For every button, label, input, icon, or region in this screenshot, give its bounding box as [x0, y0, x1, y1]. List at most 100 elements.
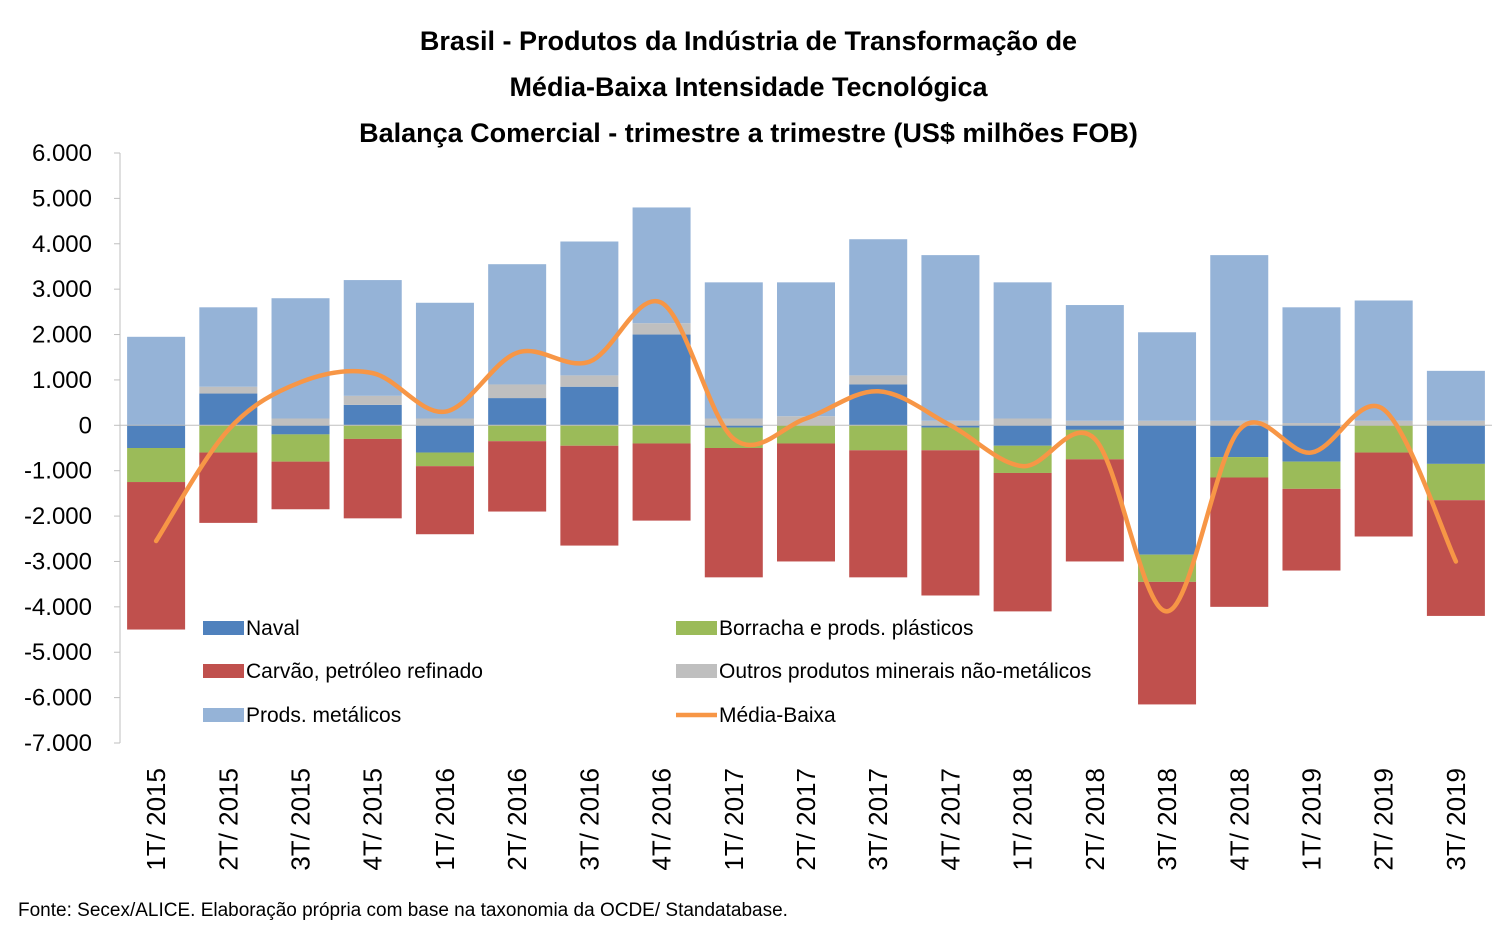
bar-2-10 — [849, 450, 908, 578]
y-tick-label-12: -6.000 — [24, 685, 92, 712]
bar-3-5 — [488, 384, 547, 399]
bar-0-3 — [343, 404, 402, 426]
bar-3-13 — [1065, 420, 1124, 426]
y-tick-label-3: 3.000 — [32, 276, 92, 303]
y-tick-label-4: 2.000 — [32, 322, 92, 349]
bar-4-1 — [199, 307, 258, 387]
y-tick-label-6: 0 — [79, 412, 92, 439]
legend-label-5: Média-Baixa — [719, 704, 836, 727]
bar-2-2 — [271, 461, 330, 510]
bar-2-15 — [1210, 477, 1269, 607]
bar-0-7 — [632, 334, 691, 426]
legend-label-4: Prods. metálicos — [246, 704, 401, 727]
bar-0-0 — [127, 425, 186, 448]
bar-4-8 — [704, 282, 763, 419]
bar-1-4 — [415, 452, 474, 467]
bar-4-17 — [1354, 300, 1413, 421]
x-tick-label-6: 3T/ 2016 — [574, 768, 604, 871]
x-tick-label-10: 3T/ 2017 — [863, 768, 893, 871]
bar-3-12 — [993, 418, 1052, 426]
legend-swatch-0 — [203, 621, 244, 635]
bar-4-0 — [127, 336, 186, 426]
bar-2-13 — [1065, 459, 1124, 562]
bar-3-4 — [415, 418, 474, 426]
bar-2-7 — [632, 443, 691, 521]
bar-2-9 — [777, 443, 835, 562]
bar-1-10 — [849, 425, 908, 451]
x-tick-label-12: 1T/ 2018 — [1008, 768, 1038, 871]
y-tick-label-8: -2.000 — [24, 503, 92, 530]
bar-4-18 — [1426, 370, 1485, 421]
legend-label-2: Carvão, petróleo refinado — [246, 660, 483, 683]
x-tick-label-5: 2T/ 2016 — [502, 768, 532, 871]
legend-swatch-1 — [676, 621, 717, 635]
bar-3-7 — [632, 323, 691, 335]
bar-3-17 — [1354, 420, 1413, 426]
bar-4-10 — [849, 239, 908, 376]
line-layer — [153, 298, 1459, 614]
legend: Naval Borracha e prods. plásticos Carvão, … — [203, 617, 1091, 727]
chart-title-line-1: Brasil - Produtos da Indústria de Transf… — [419, 26, 1078, 56]
bar-1-7 — [632, 425, 691, 444]
x-tick-label-15: 4T/ 2018 — [1224, 768, 1254, 871]
x-tick-label-7: 4T/ 2016 — [647, 768, 677, 871]
y-tick-label-0: 6.000 — [32, 140, 92, 167]
x-tick-label-8: 1T/ 2017 — [719, 768, 749, 871]
bar-1-6 — [560, 425, 619, 446]
bar-3-3 — [343, 395, 402, 405]
bar-0-18 — [1426, 425, 1485, 464]
chart-title: Brasil - Produtos da Indústria de Transf… — [0, 18, 1497, 156]
x-tick-label-9: 2T/ 2017 — [791, 768, 821, 871]
chart-title-line-3: Balança Comercial - trimestre a trimestr… — [359, 118, 1138, 148]
y-tick-label-11: -5.000 — [24, 639, 92, 666]
x-tick-label-14: 3T/ 2018 — [1152, 768, 1182, 871]
bar-1-5 — [488, 425, 547, 442]
y-tick-label-9: -3.000 — [24, 548, 92, 575]
bar-3-10 — [849, 375, 908, 385]
bar-2-4 — [415, 466, 474, 535]
bar-0-2 — [271, 425, 330, 435]
x-tick-label-1: 2T/ 2015 — [213, 768, 243, 871]
bar-2-17 — [1354, 452, 1413, 537]
bar-0-13 — [1065, 425, 1124, 430]
bar-0-8 — [704, 425, 763, 428]
bar-1-0 — [127, 448, 186, 483]
bar-3-15 — [1210, 420, 1269, 426]
bar-3-1 — [199, 386, 258, 394]
bar-1-18 — [1426, 463, 1485, 501]
bar-2-1 — [199, 452, 258, 523]
bar-4-2 — [271, 298, 330, 419]
bar-2-5 — [488, 441, 547, 512]
bar-4-6 — [560, 241, 619, 376]
legend-swatch-2 — [203, 664, 244, 678]
bar-2-3 — [343, 438, 402, 519]
bar-4-12 — [993, 282, 1052, 419]
x-tick-label-13: 2T/ 2018 — [1080, 768, 1110, 871]
legend-label-3: Outros produtos minerais não-metálicos — [719, 660, 1091, 683]
legend-label-0: Naval — [246, 617, 300, 640]
bar-2-12 — [993, 472, 1052, 612]
bar-2-11 — [921, 450, 980, 596]
bar-2-16 — [1282, 488, 1341, 571]
source-note: Fonte: Secex/ALICE. Elaboração própria c… — [18, 900, 788, 921]
legend-label-1: Borracha e prods. plásticos — [719, 617, 973, 640]
chart-area: 6.000 5.000 4.000 3.000 2.000 1.000 0 -1.000 -2.… — [24, 140, 1492, 871]
bar-4-11 — [921, 255, 980, 421]
bar-4-13 — [1065, 305, 1124, 421]
bar-0-6 — [560, 386, 619, 426]
bar-1-9 — [777, 425, 835, 444]
bar-0-12 — [993, 425, 1052, 446]
x-tick-label-0: 1T/ 2015 — [141, 768, 171, 871]
bar-1-16 — [1282, 461, 1341, 489]
bar-4-3 — [343, 280, 402, 396]
series-line-media-baixa — [153, 298, 1459, 614]
bar-2-6 — [560, 445, 619, 546]
x-tick-label-11: 4T/ 2017 — [935, 768, 965, 871]
bar-0-14 — [1138, 425, 1197, 555]
bar-3-6 — [560, 375, 619, 387]
y-tick-label-7: -1.000 — [24, 458, 92, 485]
legend-swatch-4 — [203, 708, 244, 722]
bar-3-16 — [1282, 423, 1341, 426]
x-tick-label-18: 3T/ 2019 — [1441, 768, 1471, 871]
y-tick-label-10: -4.000 — [24, 594, 92, 621]
